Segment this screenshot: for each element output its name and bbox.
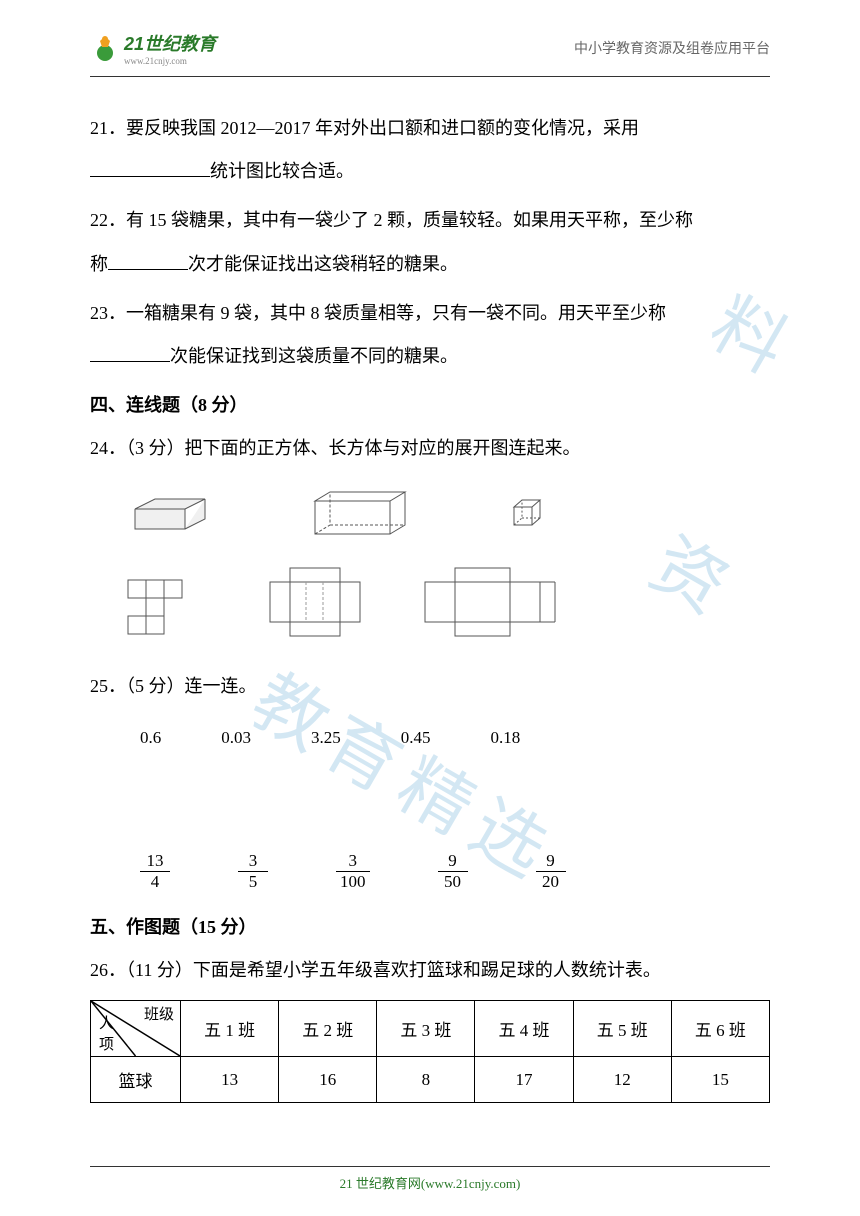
logo-url: www.21cnjy.com: [124, 56, 216, 66]
data-table: 班级 人项 五 1 班 五 2 班 五 3 班 五 4 班 五 5 班 五 6 …: [90, 1000, 770, 1103]
numerator: 3: [245, 852, 262, 871]
question-25: 25．（5 分）连一连。: [90, 665, 770, 708]
diag-label-bottom: 人项: [99, 1012, 114, 1054]
diag-label-top: 班级: [144, 1003, 174, 1024]
diagonal-header: 班级 人项: [91, 1001, 181, 1057]
denominator: 4: [147, 873, 164, 892]
cell: 12: [573, 1057, 671, 1103]
page-footer: 21 世纪教育网(www.21cnjy.com): [90, 1166, 770, 1192]
question-text: 统计图比较合适。: [210, 161, 354, 181]
question-21: 21．要反映我国 2012—2017 年对外出口额和进口额的变化情况，采用 统计…: [90, 107, 770, 193]
fractions-row: 13 4 3 5 3 100 9 50 9 20: [90, 762, 770, 902]
page-header: 21世纪教育 www.21cnjy.com 中小学教育资源及组卷应用平台: [90, 0, 770, 77]
denominator: 20: [538, 873, 563, 892]
decimal-value: 0.03: [221, 728, 251, 748]
decimal-value: 0.6: [140, 728, 161, 748]
cell: 17: [475, 1057, 573, 1103]
fraction: 9 20: [536, 852, 566, 892]
question-text: 一箱糖果有 9 袋，其中 8 袋质量相等，只有一袋不同。用天平至少称: [126, 303, 666, 323]
col-header: 五 1 班: [181, 1001, 279, 1057]
cell: 8: [377, 1057, 475, 1103]
question-22: 22．有 15 袋糖果，其中有一袋少了 2 颗，质量较轻。如果用天平称，至少称称…: [90, 199, 770, 285]
cube-icon: [510, 497, 544, 531]
solids-row: [90, 477, 770, 559]
section-5-title: 五、作图题（15 分）: [90, 906, 770, 949]
decimal-value: 3.25: [311, 728, 341, 748]
blank[interactable]: [108, 250, 188, 270]
net-icon: [110, 575, 210, 645]
question-text: 次才能保证找出这袋稍轻的糖果。: [188, 254, 458, 274]
logo-icon: [90, 33, 120, 63]
decimals-row: 0.6 0.03 3.25 0.45 0.18: [90, 714, 770, 762]
row-label: 篮球: [91, 1057, 181, 1103]
fraction: 3 100: [336, 852, 370, 892]
numerator: 13: [143, 852, 168, 871]
fraction: 3 5: [238, 852, 268, 892]
question-23: 23．一箱糖果有 9 袋，其中 8 袋质量相等，只有一袋不同。用天平至少称次能保…: [90, 292, 770, 378]
numerator: 9: [542, 852, 559, 871]
cell: 16: [279, 1057, 377, 1103]
question-num: 21．: [90, 118, 126, 138]
question-text: 次能保证找到这袋质量不同的糖果。: [170, 346, 458, 366]
question-text: 要反映我国 2012—2017 年对外出口额和进口额的变化情况，采用: [126, 118, 639, 138]
net-icon: [420, 565, 560, 645]
col-header: 五 3 班: [377, 1001, 475, 1057]
nets-row: [90, 559, 770, 665]
header-subtitle: 中小学教育资源及组卷应用平台: [574, 38, 770, 58]
question-24: 24．（3 分）把下面的正方体、长方体与对应的展开图连起来。: [90, 427, 770, 470]
numerator: 9: [444, 852, 461, 871]
section-4-title: 四、连线题（8 分）: [90, 384, 770, 427]
cuboid-icon: [310, 489, 410, 539]
cell: 13: [181, 1057, 279, 1103]
net-icon: [260, 565, 370, 645]
denominator: 50: [440, 873, 465, 892]
cuboid-icon: [130, 494, 210, 534]
numerator: 3: [345, 852, 362, 871]
fraction: 9 50: [438, 852, 468, 892]
question-num: 23．: [90, 303, 126, 323]
question-num: 22．: [90, 210, 126, 230]
blank[interactable]: [90, 157, 210, 177]
logo-text: 21世纪教育: [124, 30, 216, 56]
cell: 15: [671, 1057, 769, 1103]
table-row: 篮球 13 16 8 17 12 15: [91, 1057, 770, 1103]
table-header-row: 班级 人项 五 1 班 五 2 班 五 3 班 五 4 班 五 5 班 五 6 …: [91, 1001, 770, 1057]
col-header: 五 4 班: [475, 1001, 573, 1057]
logo: 21世纪教育 www.21cnjy.com: [90, 30, 216, 66]
denominator: 100: [336, 873, 370, 892]
decimal-value: 0.18: [491, 728, 521, 748]
col-header: 五 2 班: [279, 1001, 377, 1057]
content: 21．要反映我国 2012—2017 年对外出口额和进口额的变化情况，采用 统计…: [0, 77, 860, 1103]
col-header: 五 6 班: [671, 1001, 769, 1057]
question-text: 有 15 袋糖果，其中有一袋少了 2 颗，质量较轻。如果用天平称，至少称: [126, 210, 693, 230]
blank[interactable]: [90, 342, 170, 362]
col-header: 五 5 班: [573, 1001, 671, 1057]
decimal-value: 0.45: [401, 728, 431, 748]
question-26: 26．（11 分）下面是希望小学五年级喜欢打篮球和踢足球的人数统计表。: [90, 949, 770, 992]
fraction: 13 4: [140, 852, 170, 892]
denominator: 5: [245, 873, 262, 892]
